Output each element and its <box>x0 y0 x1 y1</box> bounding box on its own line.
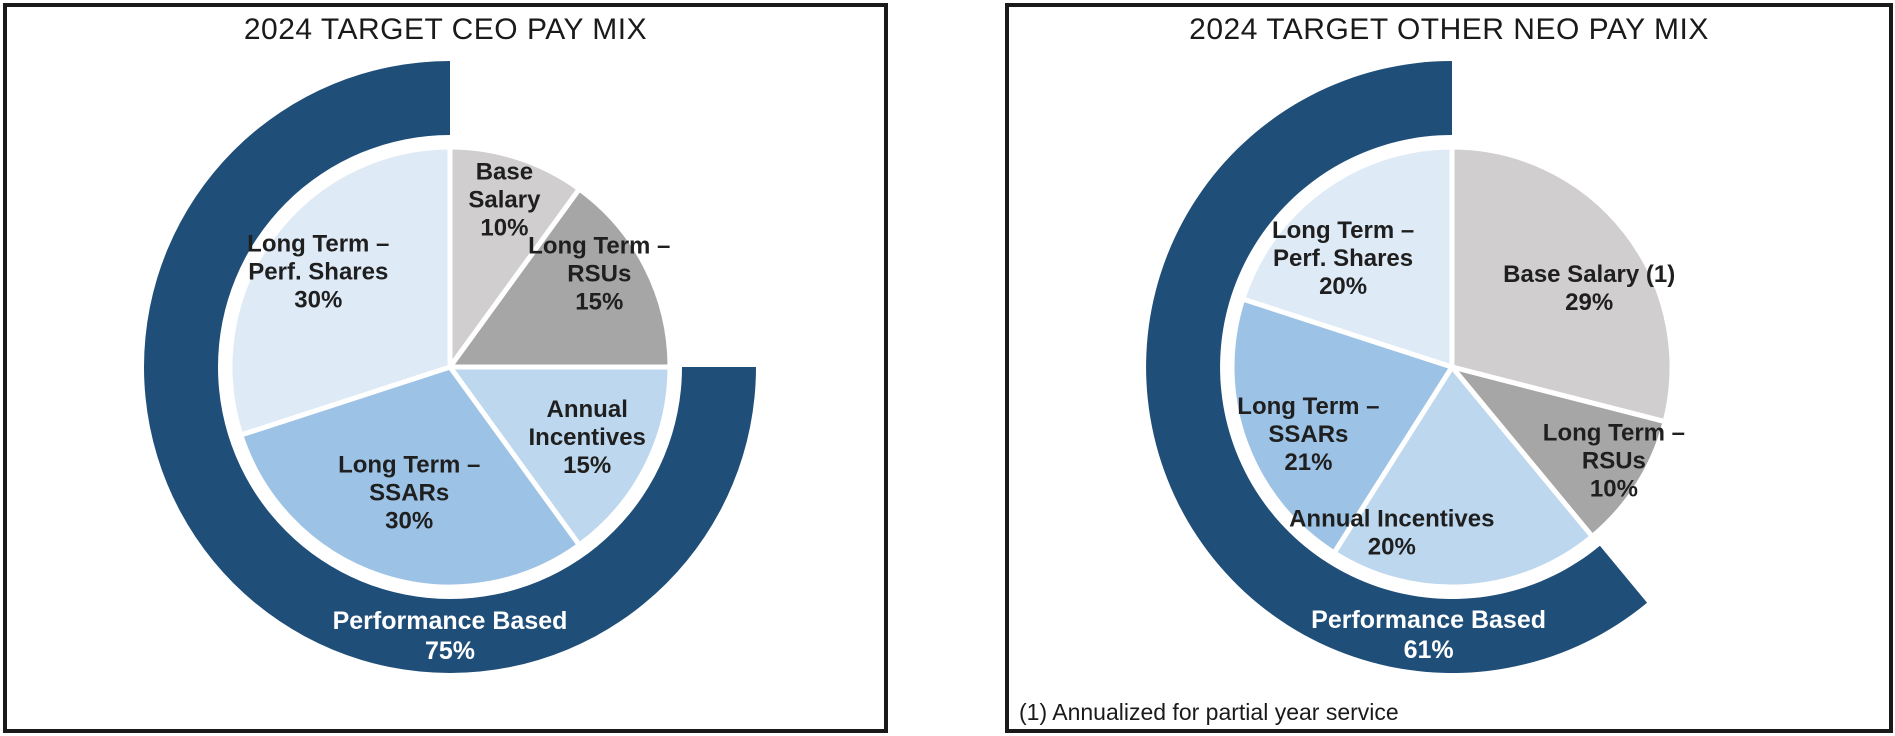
slice-label-3: Long Term – SSARs 30% <box>338 452 480 535</box>
pie-slice-1 <box>1445 362 1669 541</box>
slice-label-2: Annual Incentives 20% <box>1289 505 1494 560</box>
slice-label-3: Long Term – SSARs 21% <box>1237 393 1379 476</box>
performance-ring-label: Performance Based 75% <box>333 607 568 665</box>
pie-slice-4 <box>227 144 453 439</box>
pie-slice-2 <box>445 364 673 549</box>
pie-slice-0 <box>1449 144 1675 425</box>
slice-label-2: Annual Incentives 15% <box>529 396 646 479</box>
slice-label-4: Long Term – Perf. Shares 30% <box>247 230 389 313</box>
performance-ring <box>1146 61 1648 673</box>
pie-slice-3 <box>1229 295 1456 557</box>
pie-slice-3 <box>237 364 583 590</box>
pie-slice-1 <box>445 185 673 370</box>
slice-label-4: Long Term – Perf. Shares 20% <box>1272 217 1414 300</box>
slice-label-1: Long Term – RSUs 10% <box>1543 420 1685 503</box>
footnote-annualized: (1) Annualized for partial year service <box>1019 699 1399 725</box>
other-neo-pay-mix-panel: Performance Based 61% Base Salary (1) 29% Lo… <box>1005 3 1893 733</box>
pie-slice-2 <box>1330 362 1596 590</box>
slice-label-0: Base Salary 10% <box>468 159 541 242</box>
other-neo-pay-mix-pie-chart: Performance Based 61% Base Salary (1) 29% Lo… <box>1146 61 1685 673</box>
slice-label-0: Base Salary (1) 29% <box>1503 261 1675 316</box>
slice-label-1: Long Term – RSUs 15% <box>528 233 670 316</box>
pie-slice-0 <box>447 144 583 375</box>
chart-title-ceo: 2024 TARGET CEO PAY MIX <box>243 13 648 46</box>
ceo-pay-mix-panel: Performance Based 75% Base Salary 10% Long Te… <box>3 3 888 733</box>
pie-slice-4 <box>1239 144 1455 371</box>
ceo-pay-mix-pie-chart: Performance Based 75%Base Salary 10%Long Te… <box>144 61 756 673</box>
chart-title-other-neo: 2024 TARGET OTHER NEO PAY MIX <box>1189 13 1709 46</box>
performance-ring-label: Performance Based 61% <box>1311 606 1546 664</box>
